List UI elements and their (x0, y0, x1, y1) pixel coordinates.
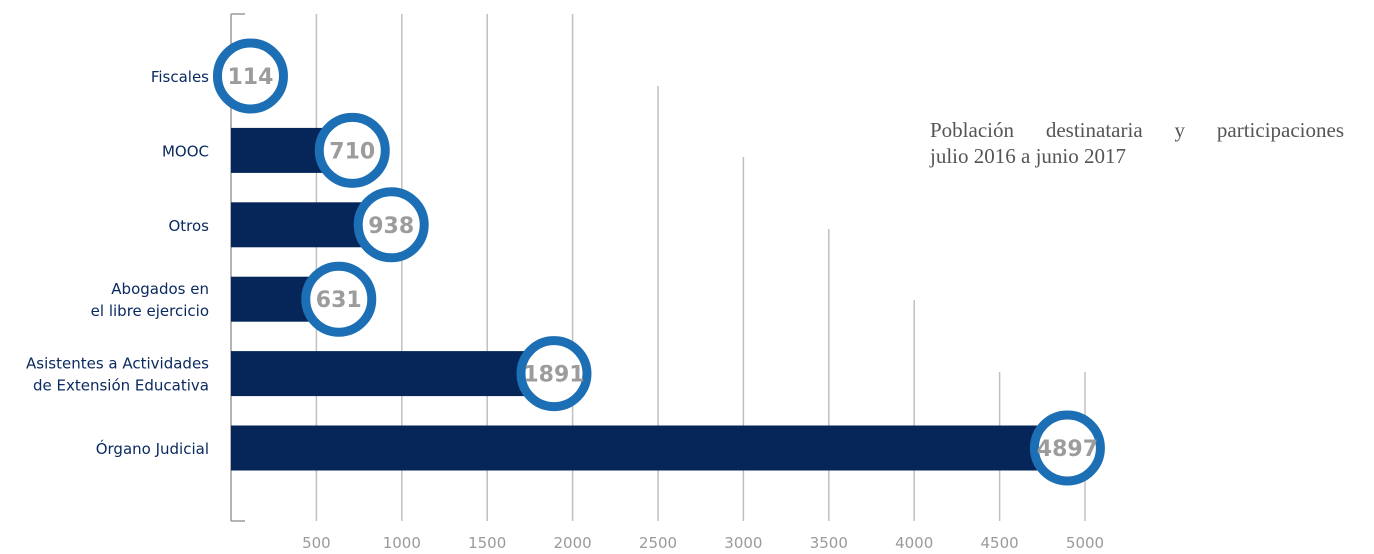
x-tick-label-3000: 3000 (724, 534, 762, 552)
bar-4 (231, 351, 554, 397)
chart-title-line-1: Población destinataria y participaciones (930, 118, 1344, 142)
x-tick-label-4500: 4500 (981, 534, 1019, 552)
category-labels: Fiscales MOOC Otros Abogados en el libre eje… (26, 68, 209, 458)
x-tick-label-1500: 1500 (468, 534, 506, 552)
value-label-5: 4897 (1037, 437, 1098, 462)
category-label-4-1: de Extensión Educativa (33, 377, 209, 395)
category-label-3-0: Abogados en (111, 280, 209, 298)
x-tick-label-2000: 2000 (554, 534, 592, 552)
value-marker-3 (301, 261, 377, 337)
category-label-3-1: el libre ejercicio (91, 302, 209, 320)
category-label-0-0: Fiscales (151, 68, 209, 86)
x-tick-label-1000: 1000 (383, 534, 421, 552)
category-label-4-0: Asistentes a Actividades (26, 355, 209, 373)
bar-5 (231, 425, 1068, 471)
x-tick-label-500: 500 (302, 534, 331, 552)
chart-title-line-2: julio 2016 a junio 2017 (930, 144, 1126, 168)
category-label-1-0: MOOC (162, 142, 209, 160)
value-label-4: 1891 (523, 363, 584, 388)
value-label-1: 710 (329, 139, 375, 164)
value-label-3: 631 (316, 288, 362, 313)
value-marker-0 (212, 38, 288, 114)
x-tick-label-4000: 4000 (895, 534, 933, 552)
x-tick-label-2500: 2500 (639, 534, 677, 552)
value-marker-5 (1029, 410, 1105, 486)
value-marker-1 (314, 112, 390, 188)
value-markers: 114 710 938 631 1891 4897 (212, 38, 1105, 486)
value-marker-2 (353, 187, 429, 263)
value-label-2: 938 (368, 214, 414, 239)
category-label-5-0: Órgano Judicial (96, 439, 209, 458)
value-marker-4 (516, 336, 592, 412)
x-tick-label-3500: 3500 (810, 534, 848, 552)
x-tick-labels: 500 1000 1500 2000 2500 3000 3500 4000 4500 5000 (302, 534, 1104, 552)
value-label-0: 114 (228, 65, 274, 90)
chart-title: Población destinataria y participaciones… (930, 117, 1344, 169)
x-tick-label-5000: 5000 (1066, 534, 1104, 552)
category-label-2-0: Otros (168, 217, 209, 235)
